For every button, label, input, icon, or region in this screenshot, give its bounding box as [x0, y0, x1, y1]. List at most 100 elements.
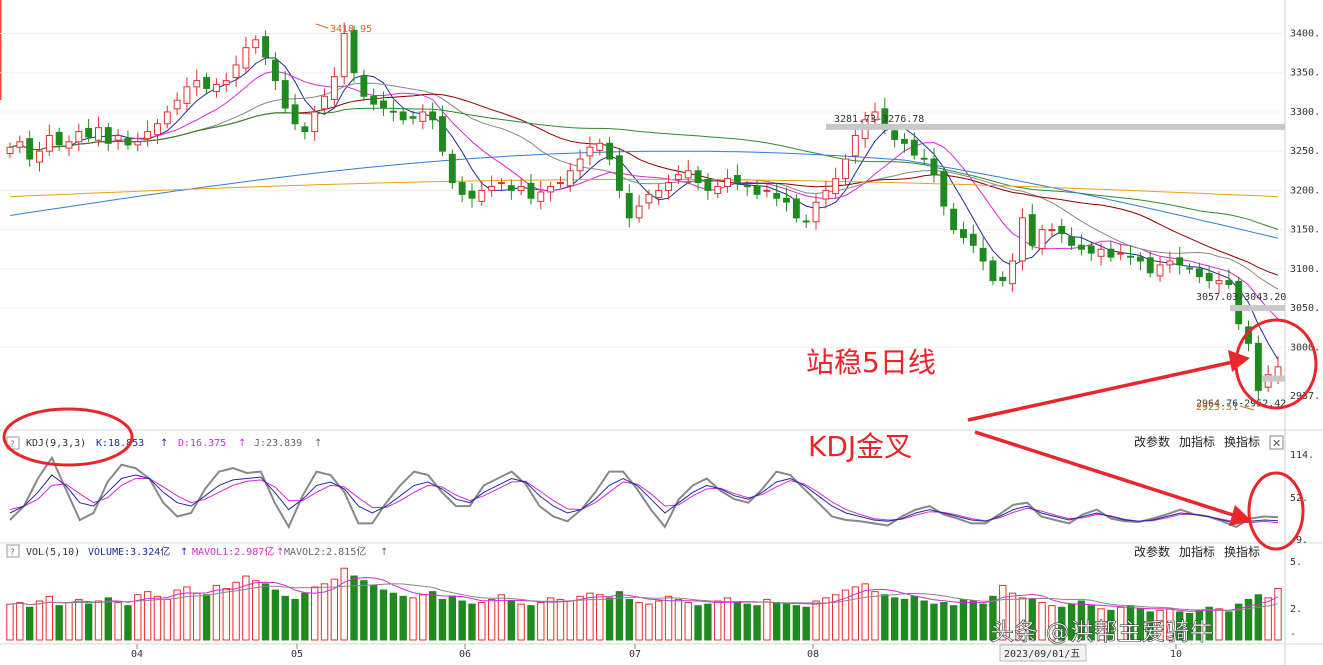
vol-title: VOL(5,10): [26, 547, 80, 558]
moving-average-lines: [9, 57, 1279, 361]
volume-bar: [1254, 594, 1263, 641]
x-tick-label: 04: [131, 649, 143, 660]
volume-bar: [35, 600, 44, 641]
volume-bar: [173, 589, 181, 641]
volume-bar: [360, 580, 368, 641]
volume-bar: [1018, 597, 1027, 641]
y-tick-label: 3350.: [1290, 68, 1320, 79]
high-price-label: 3418.95: [330, 24, 372, 35]
y-tick-label: 2937.: [1290, 391, 1320, 402]
candle-body: [301, 126, 309, 133]
volume-bar: [1028, 598, 1036, 641]
candle-body: [271, 59, 279, 82]
candle-body: [891, 130, 899, 140]
candle-body: [960, 229, 967, 238]
volume-bar: [143, 591, 152, 641]
volume-bar: [379, 589, 388, 641]
candle-body: [75, 131, 83, 143]
candle-body: [1146, 257, 1154, 274]
volume-bar: [517, 603, 525, 641]
candle-body: [1009, 260, 1017, 285]
volume-bar: [566, 600, 574, 641]
volume-bar: [1077, 600, 1086, 641]
vol-mavol2-value: MAVOL2:2.815亿: [284, 545, 366, 558]
kdj-y-tick: 52.: [1290, 493, 1308, 504]
candle-body: [458, 182, 466, 195]
volume-bar: [65, 602, 73, 641]
candle-body: [645, 193, 653, 204]
volume-bar: [1234, 603, 1243, 641]
volume-bar: [920, 600, 928, 641]
volume-bar: [753, 605, 761, 641]
candle-body: [714, 185, 722, 195]
volume-bar: [311, 586, 319, 641]
candle-body: [635, 205, 643, 219]
kline-y-axis: 3400. 3350. 3300. 3250. 3200. 3150. 3100. 3050.…: [1290, 29, 1320, 402]
x-tick-label: 07: [629, 649, 641, 660]
vol-help-icon[interactable]: [6, 544, 20, 558]
candle-body: [753, 185, 761, 195]
volume-bar: [1244, 598, 1253, 641]
ma5-line: [9, 57, 1279, 361]
kdj-switch-indicator-button[interactable]: 换指标: [1224, 434, 1260, 449]
volume-bar: [419, 594, 427, 641]
candle-body: [1038, 229, 1046, 249]
candle-body: [851, 134, 859, 157]
candle-body: [262, 36, 270, 58]
kdj-close-button[interactable]: [1269, 435, 1284, 450]
candle-body: [507, 185, 515, 191]
candle-body: [999, 276, 1007, 282]
candle-body: [871, 111, 879, 121]
vol-y-tick: -: [1290, 629, 1296, 640]
candle-body: [655, 189, 663, 198]
date-cursor-box: [999, 644, 1087, 662]
volume-bar: [723, 597, 732, 641]
volume-bar: [134, 594, 142, 641]
candle-body: [389, 110, 397, 113]
volume-bar: [1048, 605, 1056, 641]
candle-body: [468, 190, 476, 199]
ma60-line: [9, 107, 1279, 230]
kdj-y-tick: -9.: [1290, 535, 1308, 546]
candle-body: [95, 127, 102, 141]
candle-body: [330, 76, 338, 100]
y-tick-label: 3000.: [1290, 342, 1320, 353]
candle-body: [478, 189, 486, 202]
y-tick-label: 3300.: [1290, 107, 1320, 118]
vol-switch-indicator-button[interactable]: 换指标: [1224, 544, 1260, 559]
volume-bar: [320, 583, 329, 641]
candle-body: [360, 75, 368, 97]
vol-edit-params-button[interactable]: 改参数: [1134, 544, 1170, 559]
kdj-add-indicator-button[interactable]: 加指标: [1179, 434, 1215, 449]
candle-body: [783, 197, 790, 203]
close-icon: ✕: [1272, 437, 1281, 450]
candle-body: [153, 123, 161, 136]
volume-bar: [261, 583, 270, 641]
candle-body: [370, 95, 378, 105]
candle-body: [429, 111, 437, 121]
volume-bar: [586, 592, 594, 641]
volume-bar: [1274, 588, 1282, 641]
volume-bar: [163, 598, 171, 641]
volume-bar: [527, 605, 535, 641]
volume-bar: [350, 575, 358, 641]
volume-bar: [1107, 609, 1115, 641]
candle-body: [1087, 245, 1095, 254]
x-tick-label: 06: [459, 649, 471, 660]
candle-body: [193, 80, 201, 88]
vol-add-indicator-button[interactable]: 加指标: [1179, 544, 1215, 559]
ma250-line: [9, 178, 1279, 198]
watermark: 头条 @洪帮主爱骑牛: [990, 618, 1214, 646]
volume-bar: [645, 603, 653, 641]
volume-bar: [389, 592, 398, 641]
candle-body: [1205, 273, 1213, 282]
candle-body: [517, 185, 525, 191]
volume-bar: [1038, 602, 1046, 641]
candle-body: [419, 111, 427, 122]
volume-bar: [487, 598, 496, 641]
kdj-edit-params-button[interactable]: 改参数: [1134, 434, 1170, 449]
kdj-k-line: [9, 474, 1279, 524]
volume-bar: [763, 598, 771, 641]
